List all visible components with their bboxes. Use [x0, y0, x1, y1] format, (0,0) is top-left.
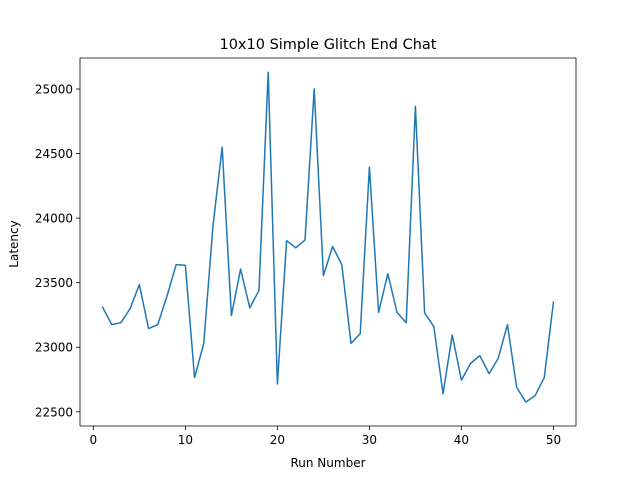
x-tick-label: 50	[546, 433, 561, 447]
series-line-1	[101, 71, 555, 403]
x-tick-label: 30	[362, 433, 377, 447]
y-axis-title: Latency	[7, 220, 21, 267]
y-tick-label: 24500	[35, 147, 73, 161]
x-tick-label: 0	[90, 433, 98, 447]
y-tick-label: 23000	[35, 341, 73, 355]
chart-title: 10x10 Simple Glitch End Chat	[219, 37, 436, 53]
y-tick-label: 22500	[35, 405, 73, 419]
x-tick-label: 40	[454, 433, 469, 447]
y-tick-label: 25000	[35, 82, 73, 96]
x-tick-label: 20	[270, 433, 285, 447]
x-axis-title: Run Number	[290, 456, 365, 470]
y-tick-label: 24000	[35, 212, 73, 226]
x-tick-label: 10	[178, 433, 193, 447]
y-tick-label: 23500	[35, 276, 73, 290]
